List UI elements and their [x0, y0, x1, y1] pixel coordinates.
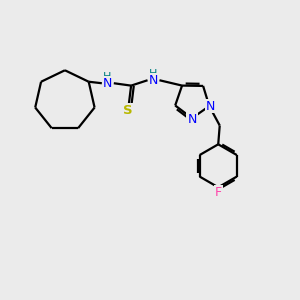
Text: N: N — [206, 100, 215, 112]
Text: H: H — [149, 69, 158, 79]
Text: N: N — [149, 74, 158, 87]
Text: N: N — [187, 113, 197, 126]
Text: F: F — [215, 186, 222, 199]
Text: S: S — [123, 103, 133, 117]
Text: H: H — [103, 72, 111, 82]
Text: N: N — [103, 77, 112, 90]
